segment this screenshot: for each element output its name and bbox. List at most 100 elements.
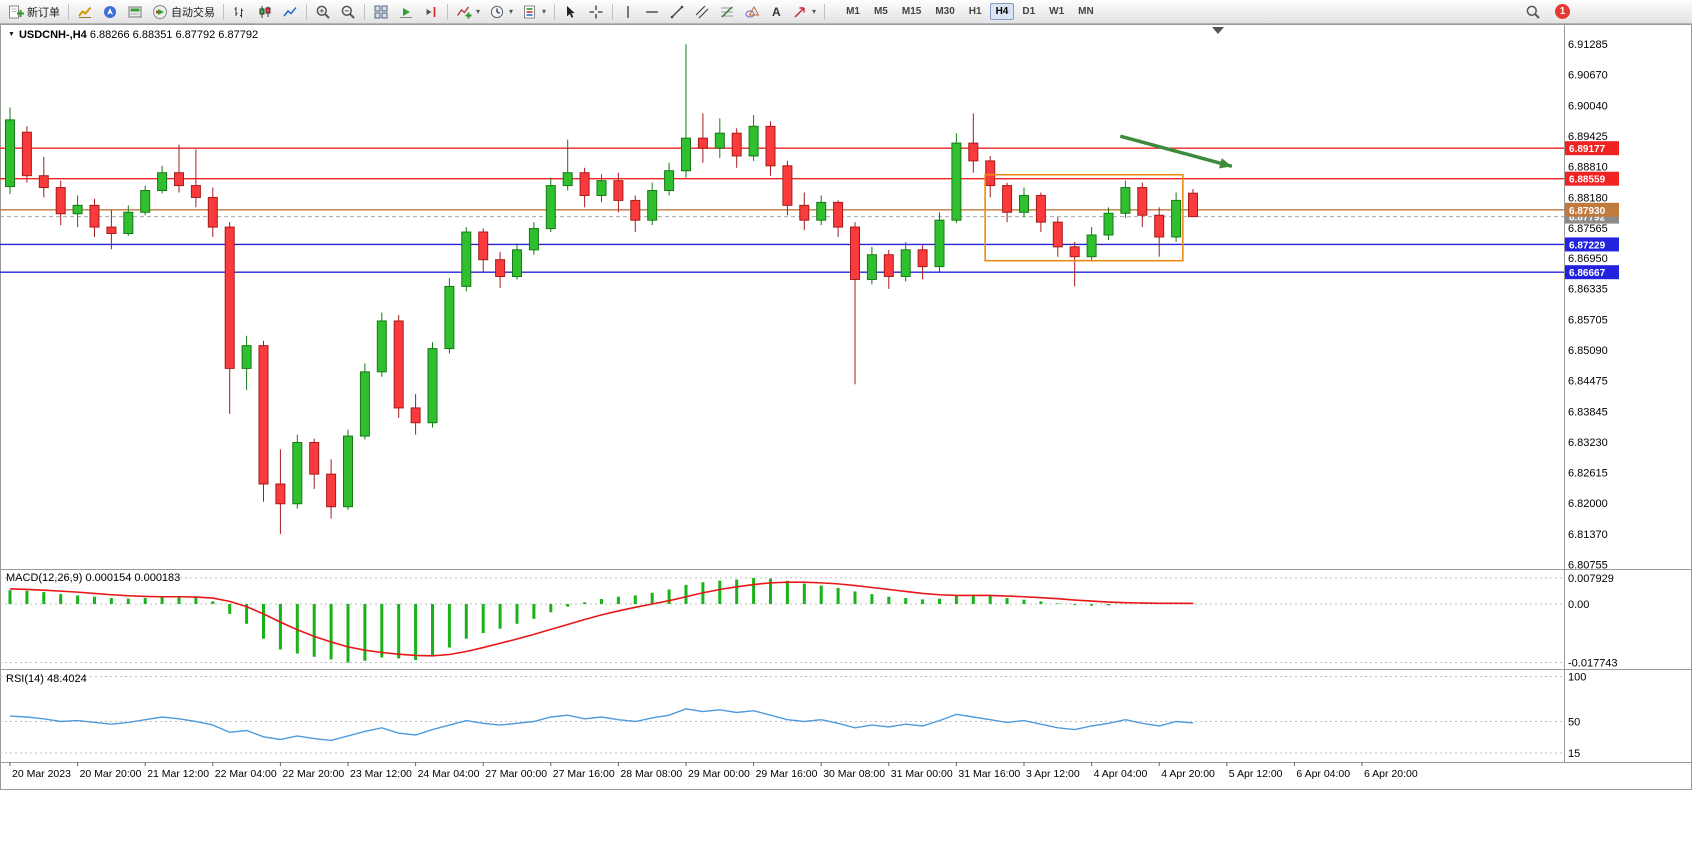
zoom-in-button[interactable] bbox=[311, 1, 335, 23]
toolbar-separator bbox=[824, 3, 826, 20]
horizontal-line-tool-button[interactable] bbox=[640, 1, 664, 23]
channel-tool-button[interactable] bbox=[690, 1, 714, 23]
svg-text:4 Apr 20:00: 4 Apr 20:00 bbox=[1161, 768, 1215, 780]
periods-button[interactable]: ▾ bbox=[485, 1, 517, 23]
svg-text:21 Mar 12:00: 21 Mar 12:00 bbox=[147, 768, 209, 780]
svg-text:6.87229: 6.87229 bbox=[1569, 240, 1606, 251]
indicators-dropdown-icon[interactable]: ▾ bbox=[476, 7, 481, 16]
crosshair-button[interactable] bbox=[584, 1, 608, 23]
svg-text:20 Mar 2023: 20 Mar 2023 bbox=[12, 768, 71, 780]
market-watch-button[interactable] bbox=[73, 1, 97, 23]
svg-text:6 Apr 04:00: 6 Apr 04:00 bbox=[1296, 768, 1350, 780]
trend-arrow-head bbox=[1219, 158, 1232, 169]
navigator-button[interactable] bbox=[98, 1, 122, 23]
svg-text:3 Apr 12:00: 3 Apr 12:00 bbox=[1026, 768, 1080, 780]
svg-text:22 Mar 04:00: 22 Mar 04:00 bbox=[215, 768, 277, 780]
toolbar-right-group: 1 bbox=[1521, 1, 1570, 23]
svg-text:6.83230: 6.83230 bbox=[1568, 437, 1608, 449]
indicators-icon bbox=[456, 6, 472, 18]
fibonacci-tool-button[interactable] bbox=[715, 1, 739, 23]
auto-scroll-button[interactable] bbox=[394, 1, 418, 23]
timeframe-m1-button[interactable]: M1 bbox=[846, 6, 860, 17]
tile-windows-icon bbox=[374, 5, 388, 18]
time-axis[interactable]: 20 Mar 2023 20 Mar 20:00 21 Mar 12:00 22 Ma… bbox=[9, 762, 1418, 780]
macd-panel[interactable]: 0.007929 0.00 -0.017743 bbox=[0, 573, 1618, 670]
svg-text:24 Mar 04:00: 24 Mar 04:00 bbox=[418, 768, 480, 780]
chart-shift-marker[interactable] bbox=[1212, 27, 1224, 34]
zoom-out-button[interactable] bbox=[336, 1, 360, 23]
svg-text:6.87792: 6.87792 bbox=[1569, 213, 1606, 224]
timeframe-h4-button[interactable]: H4 bbox=[989, 3, 1015, 20]
cursor-button[interactable] bbox=[559, 1, 583, 23]
cursor-icon bbox=[567, 5, 575, 18]
svg-text:6.84475: 6.84475 bbox=[1568, 375, 1608, 387]
bar-chart-mode-button[interactable] bbox=[228, 1, 252, 23]
shapes-icon bbox=[745, 5, 760, 17]
shapes-tool-button[interactable] bbox=[740, 1, 764, 23]
indicators-button[interactable]: ▾ bbox=[452, 1, 484, 23]
toolbar-separator bbox=[364, 3, 365, 20]
terminal-icon bbox=[128, 6, 142, 17]
svg-text:22 Mar 20:00: 22 Mar 20:00 bbox=[282, 768, 344, 780]
search-button[interactable] bbox=[1521, 1, 1545, 23]
svg-text:6.82000: 6.82000 bbox=[1568, 498, 1608, 510]
autotrading-button[interactable]: 自动交易 bbox=[148, 1, 219, 23]
level-price-tag bbox=[1565, 202, 1619, 217]
text-tool-button[interactable]: A bbox=[765, 1, 787, 23]
rsi-line bbox=[9, 708, 1194, 742]
timeframe-h1-button[interactable]: H1 bbox=[968, 6, 982, 17]
timeframe-m5-button[interactable]: M5 bbox=[873, 6, 888, 17]
terminal-button[interactable] bbox=[123, 1, 147, 23]
svg-text:5 Apr 12:00: 5 Apr 12:00 bbox=[1229, 768, 1283, 780]
price-axis[interactable]: 6.91285 6.90670 6.90040 6.89425 6.88810 6.881… bbox=[1565, 39, 1619, 571]
chart-collapse-icon[interactable]: ▼ bbox=[8, 31, 15, 38]
svg-text:6.86335: 6.86335 bbox=[1568, 284, 1608, 296]
timeframe-m15-button[interactable]: M15 bbox=[901, 6, 922, 17]
svg-text:6 Apr 20:00: 6 Apr 20:00 bbox=[1364, 768, 1418, 780]
objects-dropdown-icon[interactable]: ▾ bbox=[812, 7, 817, 16]
new-order-button[interactable]: 新订单 bbox=[4, 1, 64, 23]
toolbar-separator bbox=[554, 3, 556, 20]
svg-text:6.89425: 6.89425 bbox=[1568, 131, 1608, 143]
macd-label: MACD(12,26,9) 0.000154 0.000183 bbox=[6, 572, 181, 584]
notifications-badge[interactable]: 1 bbox=[1555, 4, 1570, 19]
market-watch-icon bbox=[78, 6, 92, 18]
arrows-tool-button[interactable]: ▾ bbox=[788, 1, 820, 23]
trendline-tool-button[interactable] bbox=[665, 1, 689, 23]
level-price-tag bbox=[1565, 141, 1619, 156]
new-order-label: 新订单 bbox=[27, 6, 60, 19]
templates-button[interactable]: ▾ bbox=[518, 1, 550, 23]
candlestick-mode-button[interactable] bbox=[253, 1, 277, 23]
level-price-tag bbox=[1565, 265, 1619, 280]
templates-icon bbox=[524, 5, 536, 18]
line-chart-mode-button[interactable] bbox=[278, 1, 302, 23]
svg-text:31 Mar 00:00: 31 Mar 00:00 bbox=[891, 768, 953, 780]
timeframe-m30-button[interactable]: M30 bbox=[935, 6, 955, 17]
chart-shift-button[interactable] bbox=[419, 1, 443, 23]
svg-text:29 Mar 00:00: 29 Mar 00:00 bbox=[688, 768, 750, 780]
channel-icon bbox=[695, 5, 709, 18]
level-price-tag bbox=[1565, 237, 1619, 252]
vertical-line-tool-button[interactable] bbox=[617, 1, 639, 23]
timeframe-d1-button[interactable]: D1 bbox=[1022, 6, 1036, 17]
templates-dropdown-icon[interactable]: ▾ bbox=[542, 7, 547, 16]
rsi-panel[interactable]: 100 50 15 bbox=[0, 672, 1586, 761]
timeframe-w1-button[interactable]: W1 bbox=[1049, 6, 1065, 17]
macd-histogram bbox=[8, 577, 1195, 663]
svg-text:6.87930: 6.87930 bbox=[1569, 206, 1606, 217]
consolidation-box-annotation[interactable] bbox=[984, 173, 1184, 262]
autotrading-icon bbox=[153, 4, 167, 19]
main-chart-plot[interactable] bbox=[0, 27, 1564, 534]
periods-dropdown-icon[interactable]: ▾ bbox=[509, 7, 514, 16]
timeframe-mn-button[interactable]: MN bbox=[1078, 6, 1094, 17]
svg-text:6.80755: 6.80755 bbox=[1568, 559, 1608, 571]
trend-arrow-annotation[interactable] bbox=[1119, 134, 1233, 169]
tile-windows-button[interactable] bbox=[369, 1, 393, 23]
chart-symbol-label: USDCNH-,H4 bbox=[18, 29, 87, 41]
svg-text:A: A bbox=[772, 5, 781, 19]
svg-text:6.88180: 6.88180 bbox=[1568, 192, 1608, 204]
svg-text:6.90040: 6.90040 bbox=[1568, 101, 1608, 113]
navigator-icon bbox=[104, 5, 116, 18]
